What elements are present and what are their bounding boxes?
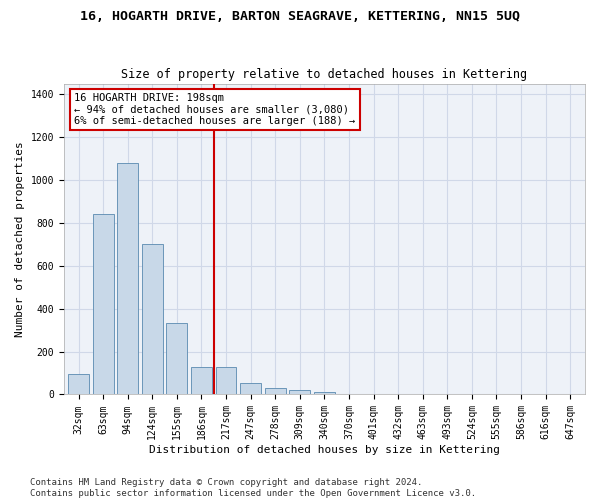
Bar [191, 366, 212, 394]
Title: Size of property relative to detached houses in Kettering: Size of property relative to detached ho… [121, 68, 527, 81]
Bar [265, 388, 286, 394]
Bar [240, 382, 261, 394]
Bar [117, 163, 138, 394]
Bar [314, 392, 335, 394]
Bar [92, 214, 113, 394]
Bar [215, 366, 236, 394]
Text: 16, HOGARTH DRIVE, BARTON SEAGRAVE, KETTERING, NN15 5UQ: 16, HOGARTH DRIVE, BARTON SEAGRAVE, KETT… [80, 10, 520, 23]
Text: Contains HM Land Registry data © Crown copyright and database right 2024.
Contai: Contains HM Land Registry data © Crown c… [30, 478, 476, 498]
Bar [68, 374, 89, 394]
Y-axis label: Number of detached properties: Number of detached properties [15, 141, 25, 337]
Bar [142, 244, 163, 394]
Bar [289, 390, 310, 394]
Text: 16 HOGARTH DRIVE: 198sqm
← 94% of detached houses are smaller (3,080)
6% of semi: 16 HOGARTH DRIVE: 198sqm ← 94% of detach… [74, 93, 355, 126]
Bar [166, 322, 187, 394]
X-axis label: Distribution of detached houses by size in Kettering: Distribution of detached houses by size … [149, 445, 500, 455]
